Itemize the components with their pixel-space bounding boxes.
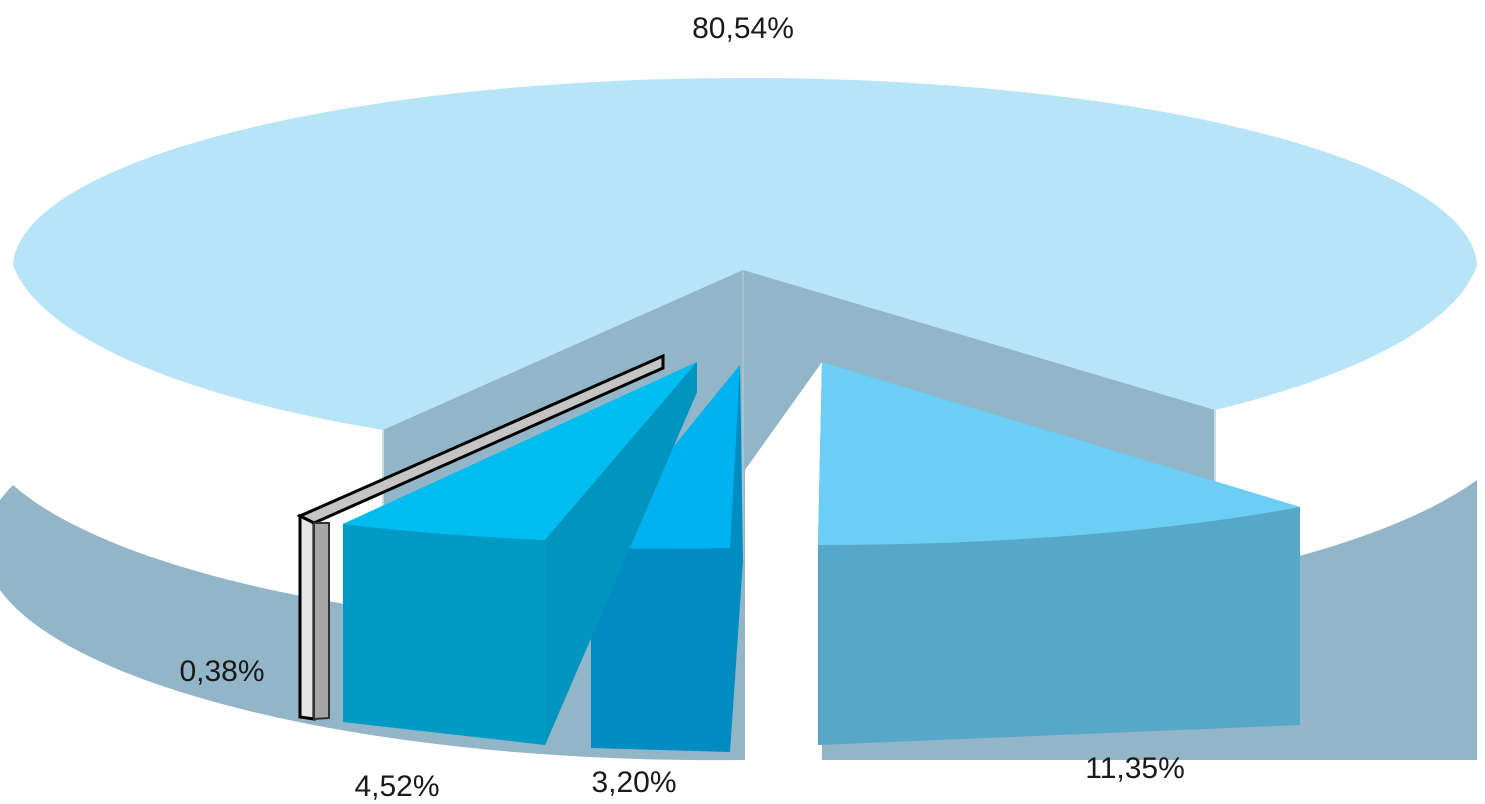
- slice-main-seam-center: [742, 270, 744, 560]
- slice-0-front: [298, 513, 316, 721]
- labels-layer: 80,54% 11,35% 3,20% 4,52% 0,38%: [179, 12, 1184, 803]
- slice-label-0: 0,38%: [179, 655, 264, 688]
- gap-wedge: [745, 362, 822, 760]
- slice-4-top: [343, 362, 697, 540]
- slice-0-side: [313, 522, 330, 721]
- slice-label-4: 4,52%: [354, 770, 439, 803]
- slice-main-top: [13, 77, 1477, 431]
- slice-4-wall: [545, 362, 697, 745]
- slices-layer: [0, 77, 1477, 761]
- slice-label-3: 3,20%: [591, 766, 676, 799]
- slice-label-main: 80,54%: [692, 12, 794, 45]
- slice-label-11: 11,35%: [1085, 752, 1185, 785]
- slice-11-top: [818, 362, 1300, 546]
